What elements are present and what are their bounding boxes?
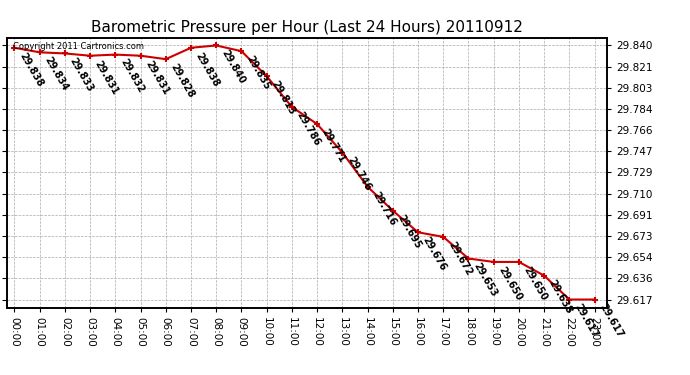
Text: 29.835: 29.835 [244, 54, 272, 92]
Text: 29.617: 29.617 [598, 302, 624, 340]
Text: 29.840: 29.840 [219, 48, 246, 86]
Text: 29.838: 29.838 [194, 51, 221, 88]
Text: Copyright 2011 Cartronics.com: Copyright 2011 Cartronics.com [13, 42, 144, 51]
Text: 29.833: 29.833 [68, 56, 95, 94]
Text: 29.695: 29.695 [395, 213, 423, 251]
Text: 29.676: 29.676 [421, 235, 448, 273]
Text: 29.672: 29.672 [446, 240, 473, 277]
Text: 29.813: 29.813 [270, 79, 297, 117]
Title: Barometric Pressure per Hour (Last 24 Hours) 20110912: Barometric Pressure per Hour (Last 24 Ho… [91, 20, 523, 35]
Text: 29.834: 29.834 [43, 55, 70, 93]
Text: 29.638: 29.638 [547, 278, 574, 316]
Text: 29.831: 29.831 [144, 58, 171, 96]
Text: 29.828: 29.828 [168, 62, 196, 100]
Text: 29.838: 29.838 [17, 51, 45, 88]
Text: 29.653: 29.653 [471, 261, 499, 299]
Text: 29.832: 29.832 [118, 57, 146, 95]
Text: 29.831: 29.831 [93, 58, 120, 96]
Text: 29.716: 29.716 [371, 189, 397, 227]
Text: 29.746: 29.746 [345, 155, 373, 193]
Text: 29.650: 29.650 [522, 265, 549, 302]
Text: 29.786: 29.786 [295, 110, 322, 147]
Text: 29.617: 29.617 [572, 302, 600, 340]
Text: 29.771: 29.771 [320, 127, 347, 164]
Text: 29.650: 29.650 [497, 265, 524, 302]
